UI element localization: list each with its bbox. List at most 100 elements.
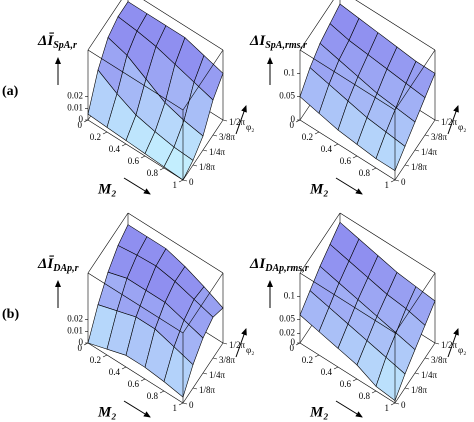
y-tick-label: 1/8π bbox=[411, 385, 428, 395]
x-tick-label: 0.2 bbox=[90, 132, 101, 142]
z-tick-label: 0 bbox=[79, 114, 84, 124]
arrow bbox=[123, 400, 151, 418]
y-tick-label: 1/4π bbox=[209, 370, 226, 380]
x-tick bbox=[352, 155, 358, 159]
x-tick bbox=[102, 354, 108, 358]
x-tick-label: 1 bbox=[173, 403, 178, 413]
y-axis-label: φ₂ bbox=[458, 345, 466, 355]
x-tick bbox=[140, 378, 146, 382]
z-tick-label: 0 bbox=[79, 337, 84, 347]
y-tick bbox=[404, 387, 410, 390]
y-tick-label: 1/4π bbox=[421, 147, 438, 157]
x-tick bbox=[121, 366, 127, 370]
y-tick-label: 1/4π bbox=[421, 370, 438, 380]
arrow bbox=[447, 328, 459, 358]
y-tick bbox=[192, 387, 198, 390]
y-tick bbox=[394, 179, 400, 182]
x-tick-label: 0.4 bbox=[321, 144, 333, 154]
box-edge bbox=[299, 0, 334, 51]
x-tick-label: 0.4 bbox=[109, 144, 121, 154]
x-tick bbox=[140, 155, 146, 159]
box-edge bbox=[182, 272, 224, 334]
box-edge bbox=[87, 0, 122, 51]
arrow bbox=[447, 105, 459, 135]
x-tick bbox=[371, 167, 377, 171]
box-edge bbox=[339, 212, 436, 274]
x-tick-label: 0.8 bbox=[359, 168, 371, 178]
x-tick-label: 1 bbox=[173, 180, 178, 190]
x-tick-label: 0 bbox=[78, 120, 83, 130]
x-tick bbox=[314, 131, 320, 135]
y-tick-label: 1/2π bbox=[441, 117, 458, 127]
surface-patch bbox=[163, 146, 194, 181]
x-axis-label: M₂ bbox=[97, 181, 117, 197]
x-axis-label: M₂ bbox=[97, 404, 117, 420]
y-tick-label: 1/2π bbox=[229, 117, 246, 127]
y-tick-label: 1/2π bbox=[441, 340, 458, 350]
z-axis-label-sub: SpA,rms,r bbox=[265, 40, 307, 51]
y-tick bbox=[202, 149, 208, 152]
y-tick-label: 1/8π bbox=[199, 162, 216, 172]
surface-patch bbox=[375, 356, 406, 402]
y-tick-label: 3/8π bbox=[219, 132, 236, 142]
z-tick-label: 0.1 bbox=[284, 67, 295, 77]
z-tick-label: 0.1 bbox=[284, 290, 295, 300]
box-edge bbox=[87, 49, 184, 111]
box-edge bbox=[299, 272, 396, 334]
x-tick bbox=[121, 143, 127, 147]
box-edge bbox=[87, 342, 184, 404]
arrow bbox=[335, 177, 363, 195]
x-tick-label: 1 bbox=[385, 403, 390, 413]
x-tick bbox=[178, 402, 184, 406]
panel-label: (a) bbox=[2, 84, 19, 99]
y-tick bbox=[192, 164, 198, 167]
box-edge bbox=[394, 272, 436, 334]
x-tick bbox=[178, 179, 184, 183]
surface-patch bbox=[163, 346, 194, 398]
box-edge bbox=[182, 49, 224, 111]
y-tick bbox=[414, 372, 420, 375]
z-axis-label-sub: DAp,rms,r bbox=[264, 263, 308, 274]
z-tick-label: 0.05 bbox=[279, 91, 295, 101]
z-axis-label: ΔISpA,rms,r bbox=[249, 33, 307, 51]
y-tick-label: 3/8π bbox=[431, 355, 448, 365]
z-axis-label: ΔĪSpA,r bbox=[37, 33, 77, 51]
z-axis-label-main: ΔI bbox=[249, 256, 266, 272]
x-tick-label: 0.8 bbox=[147, 168, 159, 178]
x-tick bbox=[83, 342, 89, 346]
y-tick-label: 1/2π bbox=[229, 340, 246, 350]
y-tick bbox=[182, 402, 188, 405]
x-tick-label: 0.8 bbox=[147, 391, 159, 401]
x-tick bbox=[390, 179, 396, 183]
z-tick-label: 0.05 bbox=[279, 314, 295, 324]
x-tick-label: 0.2 bbox=[302, 132, 313, 142]
surface-patch bbox=[375, 131, 406, 172]
box-edge bbox=[394, 49, 436, 111]
x-tick bbox=[83, 119, 89, 123]
x-tick-label: 0 bbox=[290, 343, 295, 353]
box-edge bbox=[299, 49, 396, 111]
y-tick-label: 1/8π bbox=[199, 385, 216, 395]
z-tick-label: 0 bbox=[291, 114, 296, 124]
y-tick bbox=[182, 179, 188, 182]
x-tick bbox=[390, 402, 396, 406]
y-axis-label: φ₂ bbox=[458, 122, 466, 132]
z-axis-label-main: ΔĪ bbox=[37, 256, 54, 272]
x-tick-label: 1 bbox=[385, 180, 390, 190]
z-axis-label-sub: DAp,r bbox=[52, 263, 78, 274]
z-tick-label: 0.01 bbox=[67, 102, 83, 112]
box-edge bbox=[127, 212, 224, 274]
y-tick bbox=[222, 119, 228, 122]
z-axis-label-main: ΔI bbox=[249, 33, 266, 49]
box-edge bbox=[87, 119, 184, 181]
x-tick-label: 0.8 bbox=[359, 391, 371, 401]
z-tick-label: 0.02 bbox=[67, 91, 83, 101]
y-axis-label: φ₂ bbox=[246, 345, 254, 355]
y-tick bbox=[212, 357, 218, 360]
x-tick-label: 0.6 bbox=[340, 379, 352, 389]
x-tick-label: 0.4 bbox=[321, 367, 333, 377]
z-tick-label: 0.02 bbox=[67, 314, 83, 324]
y-tick bbox=[222, 342, 228, 345]
box-edge bbox=[87, 272, 184, 334]
